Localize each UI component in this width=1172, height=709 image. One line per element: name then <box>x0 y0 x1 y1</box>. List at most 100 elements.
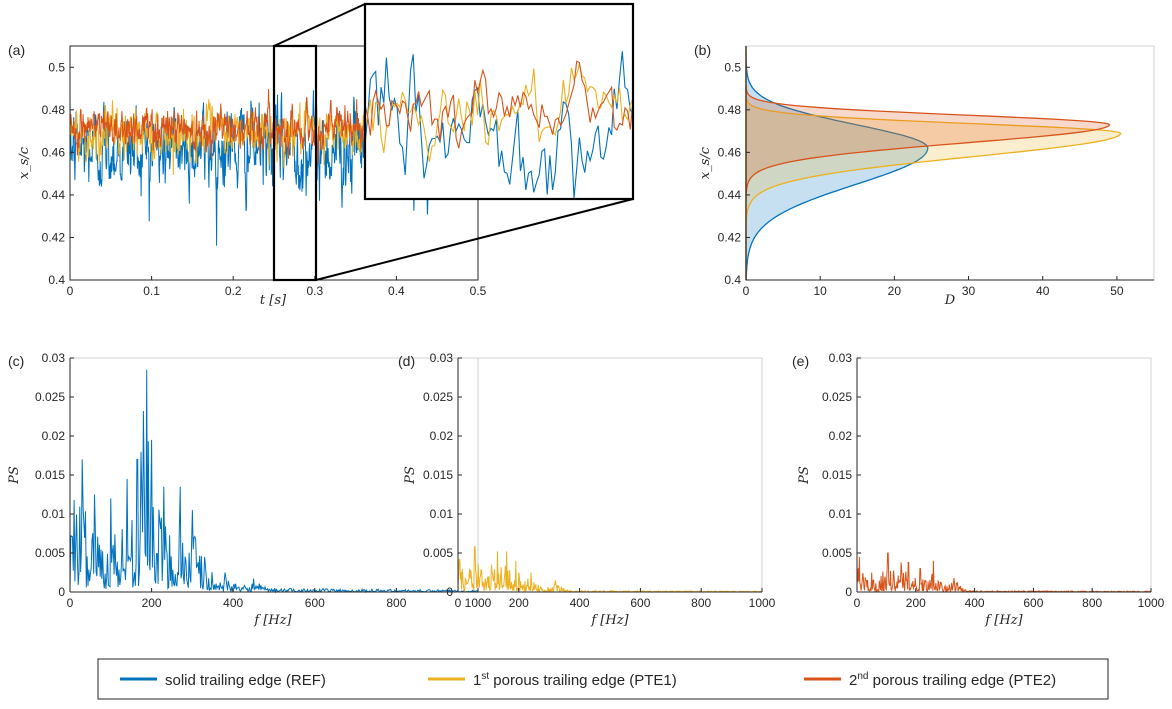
y-tick-label: 0.01 <box>42 507 66 521</box>
x-tick-label: 400 <box>570 596 590 610</box>
y-tick-label: 0.02 <box>42 429 66 443</box>
y-tick-label: 0 <box>446 585 453 599</box>
y-tick-label: 0.005 <box>35 546 65 560</box>
y-tick-label: 0.015 <box>822 468 852 482</box>
panel-d-spectrum <box>457 546 763 594</box>
x-tick-label: 0 <box>854 596 861 610</box>
x-tick-label: 0 <box>455 596 462 610</box>
inset-line-pte2 <box>364 60 634 149</box>
y-tick-label: 0.4 <box>724 273 741 287</box>
spectrum-line-pte2 <box>856 552 1152 593</box>
y-tick-label: 0.025 <box>35 390 65 404</box>
panel-c-ylabel: PS <box>7 466 22 485</box>
y-tick-label: 0 <box>845 585 852 599</box>
x-tick-label: 800 <box>691 596 711 610</box>
x-tick-label: 20 <box>888 284 902 298</box>
y-tick-label: 0.48 <box>42 103 66 117</box>
panel-e-label: (e) <box>792 353 809 369</box>
panel-c-label: (c) <box>8 353 24 369</box>
x-tick-label: 30 <box>962 284 976 298</box>
x-tick-label: 600 <box>305 596 325 610</box>
x-tick-label: 600 <box>1023 596 1043 610</box>
inset-line-ref <box>364 51 634 199</box>
x-tick-label: 200 <box>906 596 926 610</box>
x-tick-label: 200 <box>509 596 529 610</box>
y-tick-label: 0.03 <box>829 351 853 365</box>
panel-c: (c) 0 200 400 600 800 100000.0050.010.0150.02… <box>7 351 492 628</box>
zoom-window <box>272 44 318 282</box>
panel-c-ticks: 0 200 400 600 800 100000.0050.010.0150.020.02… <box>35 351 492 610</box>
x-tick-label: 0 <box>67 596 74 610</box>
panel-d-xlabel: f [Hz] <box>590 613 629 628</box>
panel-c-xlabel: f [Hz] <box>253 613 292 628</box>
x-tick-label: 0.2 <box>225 284 242 298</box>
y-tick-label: 0.03 <box>42 351 66 365</box>
panel-e-spectrum <box>856 552 1152 593</box>
y-tick-label: 0.42 <box>42 230 66 244</box>
y-tick-label: 0.46 <box>718 145 742 159</box>
x-tick-label: 600 <box>630 596 650 610</box>
panel-a-inset-lines <box>364 51 634 199</box>
y-tick-label: 0.44 <box>42 188 66 202</box>
y-tick-label: 0.01 <box>829 507 853 521</box>
x-tick-label: 0 <box>743 284 750 298</box>
y-tick-label: 0.02 <box>829 429 853 443</box>
legend-label-pte2: 2nd porous trailing edge (PTE2) <box>849 671 1056 689</box>
panel-b-label: (b) <box>694 42 711 58</box>
panel-e-axes-box <box>856 357 1152 593</box>
y-tick-label: 0.4 <box>48 273 65 287</box>
y-tick-label: 0.005 <box>423 546 453 560</box>
inset-line-pte1 <box>364 64 634 162</box>
zoom-connector-bottom <box>315 198 634 281</box>
panel-a-label: (a) <box>8 42 25 58</box>
x-tick-label: 800 <box>1082 596 1102 610</box>
x-tick-label: 1000 <box>1138 596 1165 610</box>
y-tick-label: 0.5 <box>724 60 741 74</box>
panel-b-ylabel: x_s/c <box>698 146 713 179</box>
y-tick-label: 0.42 <box>718 230 742 244</box>
x-tick-label: 1000 <box>465 596 492 610</box>
panel-b-xlabel: D <box>944 293 956 308</box>
panel-d-ylabel: PS <box>403 466 418 485</box>
panel-d: (d) 0 200 400 600 800 100000.0050.010.0150.02… <box>398 351 776 628</box>
y-tick-label: 0.02 <box>430 429 454 443</box>
x-tick-label: 0.4 <box>388 284 405 298</box>
inset-frame <box>363 2 635 201</box>
panel-e: (e) 0 200 400 600 800 1000 0 0.005 0.01 0.015 0.02… <box>792 351 1165 628</box>
x-tick-label: 1000 <box>749 596 776 610</box>
panel-b-density-areas <box>745 46 1122 281</box>
panel-d-label: (d) <box>398 353 415 369</box>
x-tick-label: 400 <box>223 596 243 610</box>
x-tick-label: 0 <box>67 284 74 298</box>
panel-c-spectrum <box>69 369 479 594</box>
panel-a-ylabel: x_s/c <box>17 146 32 179</box>
x-tick-label: 0.3 <box>306 284 323 298</box>
spectrum-line-ref <box>69 369 479 594</box>
legend-label-ref: solid trailing edge (REF) <box>165 672 326 689</box>
panel-e-xlabel: f [Hz] <box>984 613 1023 628</box>
y-tick-label: 0.44 <box>718 188 742 202</box>
spectrum-line-pte1 <box>457 546 763 594</box>
x-tick-label: 10 <box>814 284 828 298</box>
x-tick-label: 400 <box>965 596 985 610</box>
panel-a: (a) 0 0.1 0.2 0.3 0.4 0.5 0.4 0.42 0.44 0.46 0.48 0… <box>8 2 635 308</box>
panel-e-ylabel: PS <box>797 466 812 485</box>
y-tick-label: 0.5 <box>48 60 65 74</box>
x-tick-label: 200 <box>142 596 162 610</box>
y-tick-label: 0.48 <box>718 103 742 117</box>
y-tick-label: 0.46 <box>42 145 66 159</box>
x-tick-label: 0.1 <box>143 284 160 298</box>
y-tick-label: 0.025 <box>423 390 453 404</box>
x-tick-label: 40 <box>1036 284 1050 298</box>
y-tick-label: 0.01 <box>430 507 454 521</box>
y-tick-label: 0.005 <box>822 546 852 560</box>
panel-b: (b) 0 10 20 30 40 500.40.420.440.460.480.5 D … <box>694 42 1155 308</box>
legend-box <box>97 658 1109 700</box>
panel-a-xlabel: t [s] <box>260 293 287 308</box>
panel-e-ticks: 0 200 400 600 800 1000 0 0.005 0.01 0.015 0.02 0.02… <box>822 351 1165 610</box>
y-tick-label: 0.015 <box>35 468 65 482</box>
panel-b-ticks: 0 10 20 30 40 50 0.4 0.42 0.44 0.46 0.48 0.5 <box>718 46 1154 298</box>
y-tick-label: 0 <box>58 585 65 599</box>
y-tick-label: 0.03 <box>430 351 454 365</box>
legend-label-pte1: 1st porous trailing edge (PTE1) <box>473 671 677 689</box>
